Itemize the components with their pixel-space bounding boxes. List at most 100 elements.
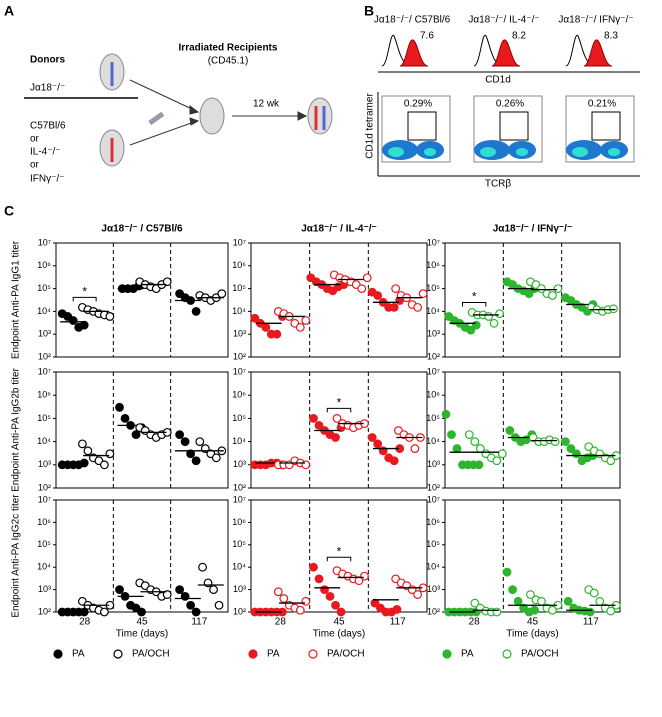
arrows [129, 79, 308, 146]
y-tick-label: 10⁵ [37, 283, 51, 293]
data-point [563, 596, 573, 606]
recipients-marker: (CD45.1) [208, 56, 249, 67]
plot-frame [444, 242, 621, 358]
mouse [99, 129, 125, 167]
cd1d-mfi: 8.3 [604, 31, 618, 42]
y-tick-label: 10² [38, 482, 51, 492]
data-point [441, 409, 451, 419]
data-point [550, 437, 560, 447]
data-point [391, 284, 401, 294]
data-point [367, 433, 377, 442]
y-axis-label: Endpoint Anti-PA IgG2b titer [11, 367, 22, 491]
data-point [452, 444, 462, 453]
significance-bracket [462, 301, 487, 307]
legend-marker [308, 649, 318, 659]
panel-b: Jα18⁻/⁻/ C57Bl/6 7.6 0.29% Jα18⁻/⁻/ IL-4⁻/⁻… [374, 15, 635, 163]
data-point [186, 449, 196, 459]
data-point [561, 437, 570, 447]
y-tick-label: 10³ [38, 459, 51, 469]
data-point [77, 439, 87, 449]
y-tick-label: 10⁶ [37, 390, 51, 400]
data-point [250, 313, 260, 323]
data-point [325, 591, 335, 601]
legend-label: PA/OCH [521, 649, 559, 660]
x-tick-label: 117 [390, 617, 406, 628]
data-point [99, 607, 109, 617]
legend-marker [113, 649, 123, 659]
data-point [79, 320, 89, 330]
data-point [497, 449, 507, 459]
data-point [505, 426, 515, 435]
data-point [273, 587, 283, 597]
data-point [198, 562, 207, 572]
y-tick-label: 10⁶ [37, 260, 51, 270]
data-point [513, 596, 523, 606]
data-point [175, 430, 185, 440]
data-point [447, 430, 456, 440]
syringe [148, 111, 165, 126]
y-tick-label: 10² [38, 606, 51, 616]
y-tick-label: 10⁴ [426, 562, 440, 572]
data-point [566, 444, 576, 453]
data-point [471, 320, 481, 330]
data-point [474, 460, 484, 470]
donors-title: Donors [30, 55, 65, 66]
data-point [362, 273, 372, 283]
dot-y-label: CD1d tetramer [365, 93, 376, 159]
data-point [191, 307, 201, 316]
data-point [589, 588, 599, 598]
data-point [524, 289, 534, 299]
y-tick-label: 10⁶ [426, 517, 440, 527]
legend-label: PA [461, 649, 474, 660]
density-core [480, 147, 496, 157]
data-point [553, 284, 563, 294]
histogram-x-label: CD1d [485, 75, 511, 86]
y-tick-label: 10⁷ [38, 494, 51, 504]
data-point [470, 598, 480, 608]
data-point [195, 437, 205, 447]
density-core [572, 147, 588, 157]
data-point [115, 585, 124, 594]
x-tick-label: 45 [333, 617, 345, 628]
y-tick-label: 10⁷ [233, 237, 246, 247]
y-tick-label: 10² [427, 606, 440, 616]
data-point [492, 607, 502, 617]
density-core [608, 148, 620, 156]
y-tick-label: 10² [233, 606, 246, 616]
data-point [279, 594, 289, 603]
x-tick-label: 45 [527, 617, 539, 628]
y-tick-label: 10⁴ [232, 306, 246, 316]
significance-star: * [337, 544, 342, 558]
data-point [314, 420, 324, 430]
data-point [295, 322, 305, 332]
panel-label: B [364, 3, 374, 19]
y-tick-label: 10⁶ [37, 517, 51, 527]
y-tick-label: 10³ [233, 584, 246, 594]
data-point [585, 607, 595, 617]
data-point [332, 414, 342, 423]
y-tick-label: 10⁷ [427, 237, 440, 247]
histogram-filled [491, 39, 521, 67]
y-tick-label: 10⁴ [426, 436, 440, 446]
data-point [492, 456, 502, 466]
y-axis-label: Endpoint Anti-PA IgG2c titer [11, 494, 22, 618]
data-point [606, 606, 616, 616]
data-point [320, 585, 329, 594]
recipient-strain: or [30, 134, 40, 145]
histogram-filled [399, 39, 429, 67]
significance-star: * [337, 396, 342, 410]
data-point [214, 600, 224, 610]
y-tick-label: 10⁷ [233, 494, 246, 504]
y-tick-label: 10³ [427, 459, 440, 469]
y-tick-label: 10³ [38, 584, 51, 594]
y-tick-label: 10⁵ [232, 539, 246, 549]
significance-bracket [326, 556, 352, 562]
plot-frame [55, 499, 229, 613]
data-point [466, 325, 476, 335]
y-tick-label: 10⁴ [37, 306, 51, 316]
legend-marker [53, 649, 63, 659]
data-point [191, 607, 201, 617]
y-axis-label: Endpoint Anti-PA IgG1 titer [11, 240, 22, 359]
y-tick-label: 10⁷ [38, 366, 51, 376]
